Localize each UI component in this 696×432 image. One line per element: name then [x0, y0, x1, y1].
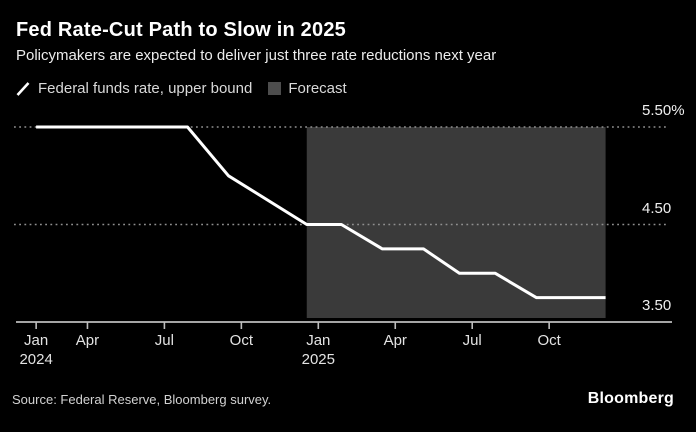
- legend-item-forecast: Forecast: [268, 80, 347, 97]
- x-axis-label: Oct: [537, 332, 561, 349]
- y-axis-label-5-50: 5.50%: [642, 102, 685, 119]
- forecast-region: [306, 127, 606, 318]
- x-axis-label: Apr: [75, 332, 100, 349]
- rate-line-series: [36, 125, 606, 300]
- line-series-icon: [15, 81, 31, 97]
- forecast-swatch-icon: [268, 82, 282, 95]
- legend-item-series: Federal funds rate, upper bound: [15, 80, 252, 97]
- legend: Federal funds rate, upper bound Forecast: [15, 80, 347, 97]
- legend-series-label: Federal funds rate, upper bound: [38, 80, 253, 97]
- x-axis-label: Apr: [383, 332, 407, 349]
- x-axis-label: Jan 2025: [301, 332, 335, 368]
- x-axis-label: Jul: [462, 332, 482, 349]
- y-axis-label-4-50: 4.50: [642, 200, 672, 217]
- y-axis-label-3-50: 3.50: [642, 297, 672, 314]
- legend-forecast-label: Forecast: [288, 80, 347, 97]
- chart-title: Fed Rate-Cut Path to Slow in 2025: [16, 19, 346, 41]
- chart-subtitle: Policymakers are expected to deliver jus…: [16, 47, 497, 64]
- x-axis-label: Oct: [229, 332, 254, 349]
- bloomberg-logo: Bloomberg: [587, 390, 674, 407]
- source-note: Source: Federal Reserve, Bloomberg surve…: [12, 392, 272, 407]
- x-axis-label: Jan 2024: [19, 332, 53, 368]
- x-axis-label: Jul: [154, 332, 174, 349]
